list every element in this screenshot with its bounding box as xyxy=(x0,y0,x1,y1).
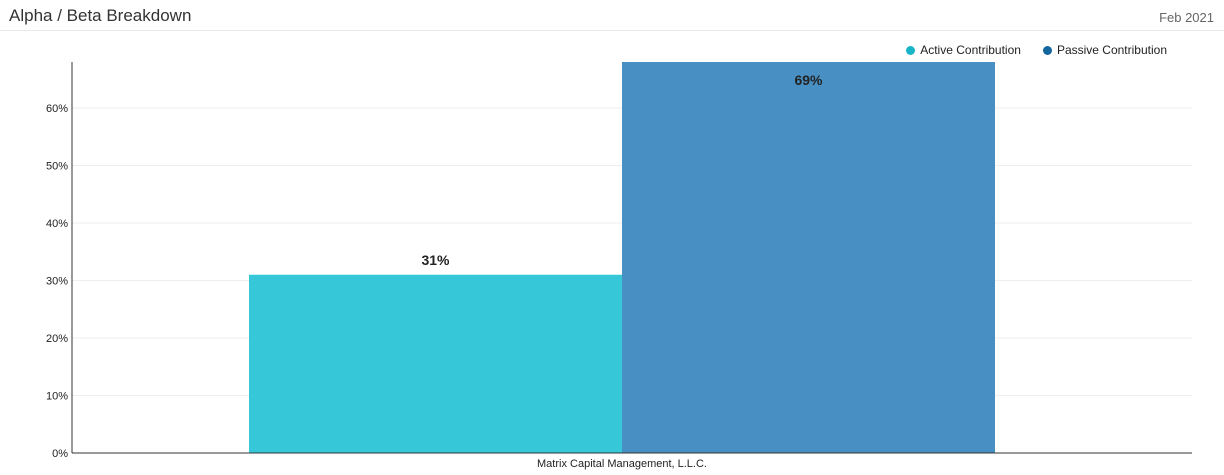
legend-item-passive[interactable]: Passive Contribution xyxy=(1042,43,1167,57)
legend-marker-passive xyxy=(1042,45,1052,55)
y-tick-label: 50% xyxy=(46,161,68,173)
legend-label-passive: Passive Contribution xyxy=(1056,43,1167,57)
bar-active-contribution[interactable] xyxy=(249,274,622,453)
bar-passive-contribution[interactable] xyxy=(622,62,995,453)
chart-legend: Active Contribution Passive Contribution xyxy=(906,43,1167,57)
x-category-label: Matrix Capital Management, L.L.C. xyxy=(537,458,707,470)
y-tick-label: 10% xyxy=(46,391,68,403)
report-date: Feb 2021 xyxy=(1159,10,1214,25)
legend-marker-active xyxy=(906,45,916,55)
y-tick-label: 30% xyxy=(46,276,68,288)
y-tick-label: 0% xyxy=(52,448,68,460)
legend-item-active[interactable]: Active Contribution xyxy=(906,43,1021,57)
legend-label-active: Active Contribution xyxy=(920,43,1021,57)
chart-title: Alpha / Beta Breakdown xyxy=(9,6,192,25)
data-label-passive: 69% xyxy=(794,72,823,88)
y-tick-label: 60% xyxy=(46,103,68,115)
chart-header: Alpha / Beta Breakdown Feb 2021 xyxy=(0,0,1224,31)
y-tick-label: 40% xyxy=(46,218,68,230)
y-tick-label: 20% xyxy=(46,333,68,345)
data-label-active: 31% xyxy=(421,252,450,268)
